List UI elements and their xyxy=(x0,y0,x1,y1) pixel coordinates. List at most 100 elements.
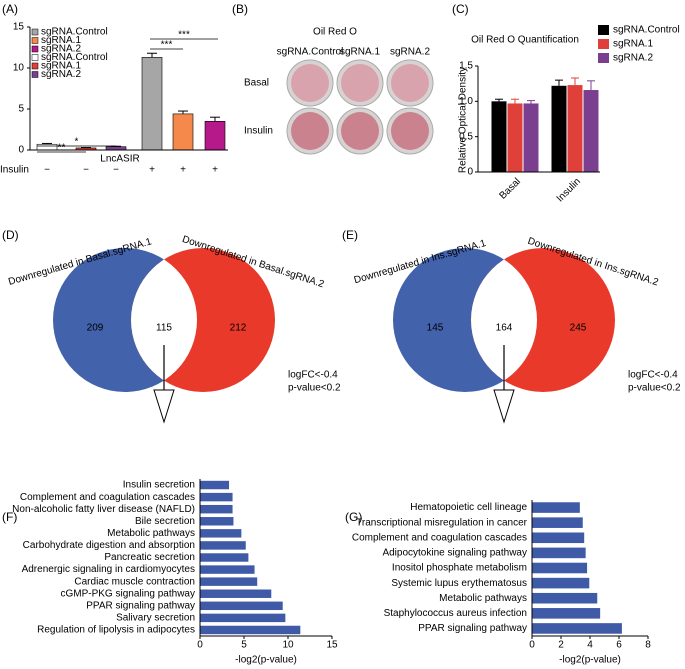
panel-label: (C) xyxy=(452,2,469,16)
row-label: Basal xyxy=(244,78,269,89)
category-label: Inositol phosphate metabolism xyxy=(392,563,527,574)
bar xyxy=(567,85,583,172)
error-bar xyxy=(555,79,563,86)
error-bar xyxy=(511,98,519,104)
arrow-head xyxy=(493,389,515,424)
panel-label: (E) xyxy=(342,228,358,242)
insulin-sign: − xyxy=(44,165,50,176)
x-tick-label: 6 xyxy=(616,640,622,651)
category-label: Bile secretion xyxy=(135,516,195,527)
bar xyxy=(532,577,590,589)
error-bar xyxy=(42,142,52,145)
note: p-value<0.2 xyxy=(628,383,681,394)
x-tick-label: 5 xyxy=(241,640,247,651)
significance-label: *** xyxy=(161,40,173,51)
category-label: Complement and coagulation cascades xyxy=(20,492,195,503)
x-label: -log2(p-value) xyxy=(559,655,621,666)
count-label: 164 xyxy=(496,323,513,334)
y-tick-label: 1.0 xyxy=(459,96,473,107)
x-tick-label: 15 xyxy=(326,640,338,651)
row-label: Insulin xyxy=(0,165,29,176)
legend-swatch xyxy=(31,45,39,53)
bar xyxy=(172,113,194,151)
bar xyxy=(532,532,585,544)
legend-label: sgRNA.2 xyxy=(41,44,81,55)
category-label: Adrenergic signaling in cardiomyocytes xyxy=(22,564,195,575)
y-tick-label: 0.5 xyxy=(459,131,473,142)
x-tick-label: 10 xyxy=(282,640,294,651)
significance-label: * xyxy=(75,137,79,148)
y-tick-label: 15 xyxy=(13,22,25,33)
arrow-head xyxy=(153,389,175,424)
bar xyxy=(200,480,230,490)
y-label: Relative Optical Density xyxy=(458,67,469,173)
category-label: Pancreatic secretion xyxy=(104,552,195,563)
bar xyxy=(200,553,249,562)
legend-label: sgRNA.1 xyxy=(41,61,81,72)
bar xyxy=(200,529,242,538)
category-label: Staphylococcus aureus infection xyxy=(384,608,527,619)
category-label: Non-alcoholic fatty liver disease (NAFLD… xyxy=(12,504,195,515)
category-label: PPAR signaling pathway xyxy=(86,600,195,611)
legend-swatch xyxy=(31,71,39,78)
x-tick-label: 0 xyxy=(529,640,535,651)
count-label: 115 xyxy=(156,323,172,334)
panel-label: (B) xyxy=(232,2,248,16)
bar xyxy=(200,577,258,586)
count-label: 145 xyxy=(427,323,444,334)
legend-swatch xyxy=(598,53,609,63)
count-label: 212 xyxy=(230,323,247,334)
error-bar xyxy=(178,110,188,114)
legend-label: sgRNA.1 xyxy=(613,39,653,50)
category-label: Cardiac muscle contraction xyxy=(74,576,195,587)
error-bar xyxy=(147,52,157,58)
insulin-sign: − xyxy=(113,165,119,176)
bar xyxy=(551,85,567,172)
row-label: Insulin xyxy=(244,126,273,137)
column-label: sgRNA.1 xyxy=(340,47,380,58)
bar xyxy=(200,613,286,623)
bar xyxy=(204,121,226,151)
legend-label: sgRNA.1 xyxy=(41,35,81,46)
legend-label: sgRNA.Control xyxy=(41,27,108,38)
x-tick-label: Basal xyxy=(498,176,523,201)
error-bar xyxy=(527,100,535,104)
plate-stain xyxy=(341,112,379,150)
insulin-sign: + xyxy=(149,165,155,176)
category-label: Hematopoietic cell lineage xyxy=(410,502,527,513)
category-label: Regulation of lipolysis in adipocytes xyxy=(37,625,195,636)
bar xyxy=(583,90,599,172)
category-label: Adipocytokine signaling pathway xyxy=(382,548,527,559)
y-tick-label: 1.5 xyxy=(459,61,473,72)
bar xyxy=(200,565,255,574)
note: p-value<0.2 xyxy=(288,383,341,394)
count-label: 245 xyxy=(570,323,587,334)
error-bar xyxy=(495,98,503,102)
bar xyxy=(200,625,301,635)
x-tick-label: 2 xyxy=(558,640,564,651)
bar xyxy=(532,608,601,619)
x-tick-label: 4 xyxy=(587,640,593,651)
error-bar xyxy=(210,116,220,122)
bar xyxy=(200,492,233,502)
category-label: PPAR signaling pathway xyxy=(418,623,527,634)
category-label: cGMP-PKG signaling pathway xyxy=(60,588,195,599)
note: logFC<-0.4 xyxy=(628,370,678,381)
bar xyxy=(36,143,58,151)
insulin-sign: + xyxy=(212,165,218,176)
category-label: Insulin secretion xyxy=(123,480,195,491)
column-label: sgRNA.Control xyxy=(277,47,344,58)
image-title: Oil Red O xyxy=(313,27,357,38)
chart-title: Oil Red O Quantification xyxy=(471,35,579,46)
x-label: LncASIR xyxy=(100,154,139,165)
y-tick-label: 0 xyxy=(467,167,473,178)
bar xyxy=(532,547,586,559)
significance-label: ** xyxy=(58,143,66,154)
legend-swatch xyxy=(31,28,39,36)
significance-label: *** xyxy=(178,30,190,41)
category-label: Complement and coagulation cascades xyxy=(352,532,527,543)
y-tick-label: 0 xyxy=(18,145,24,156)
y-tick-label: 10 xyxy=(13,63,25,74)
legend-swatch xyxy=(598,39,609,49)
